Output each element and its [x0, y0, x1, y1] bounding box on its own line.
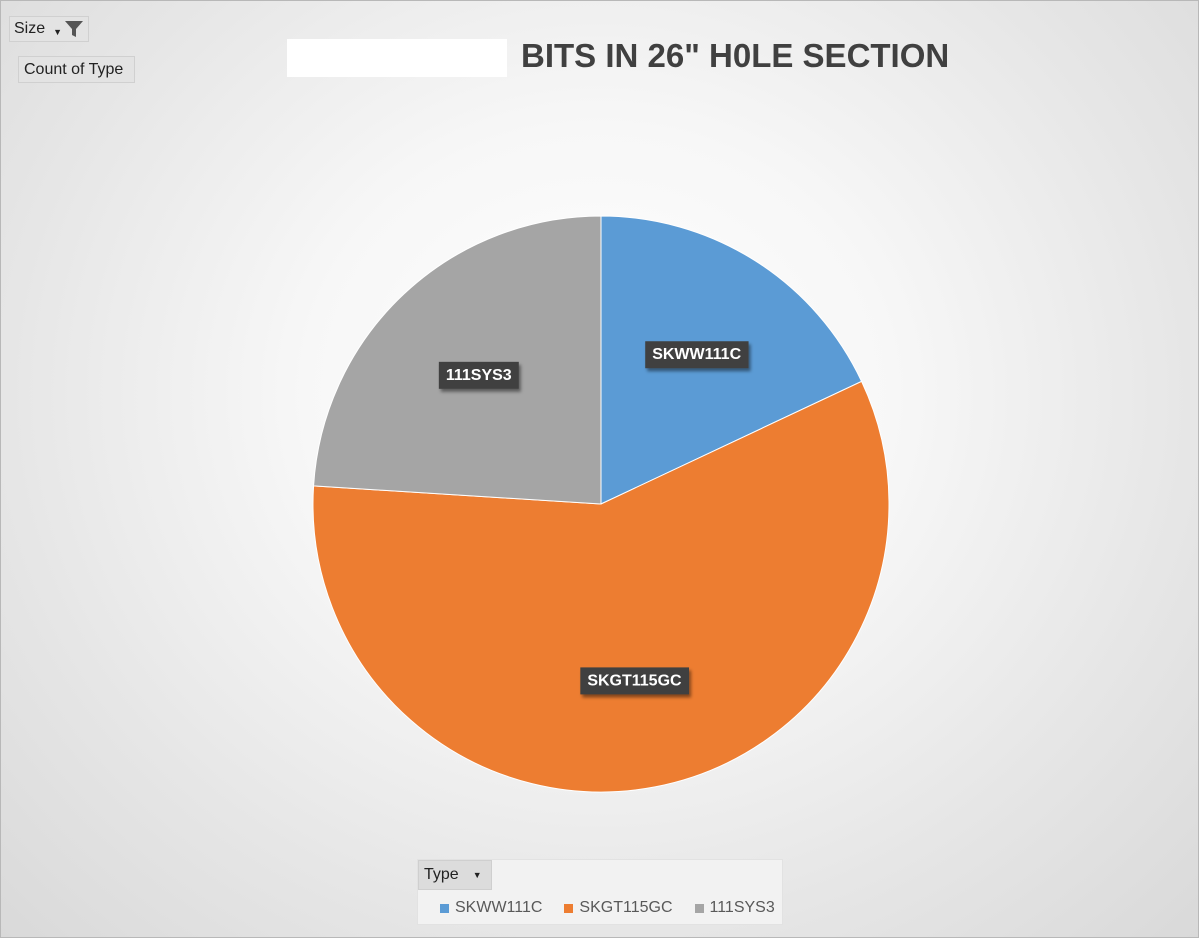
legend-item-skgt115gc: SKGT115GC: [564, 899, 673, 917]
pie-slice-skgt115gc: [312, 380, 890, 793]
chart-title: BITS IN 26" H0LE SECTION: [521, 37, 950, 74]
size-filter-label: Size: [14, 20, 46, 37]
legend-swatch: [440, 903, 449, 913]
legend-item-skww111c: SKWW111C: [440, 899, 542, 917]
svg-text:SKWW111C: SKWW111C: [652, 346, 741, 363]
pie-slice-111sys3: [313, 215, 602, 505]
data-label-111sys3: 111SYS3: [438, 361, 519, 389]
title-redaction-box: [287, 39, 507, 77]
filter-icon: [64, 20, 84, 38]
size-filter-button[interactable]: Size ▼: [9, 16, 89, 42]
dropdown-arrow-icon: ▼: [472, 870, 482, 880]
legend-items: SKWW111C SKGT115GC 111SYS3: [440, 899, 775, 917]
data-label-skgt115gc: SKGT115GC: [580, 667, 690, 695]
type-filter-label: Type: [424, 866, 459, 883]
legend-label: SKGT115GC: [579, 899, 673, 916]
data-label-skww111c: SKWW111C: [645, 341, 749, 369]
type-filter-button[interactable]: Type ▼: [418, 860, 492, 890]
legend-item-111sys3: 111SYS3: [694, 899, 775, 917]
legend-label: 111SYS3: [709, 899, 775, 916]
count-of-type-label: Count of Type: [24, 60, 124, 78]
dropdown-arrow-icon: ▼: [53, 27, 63, 37]
legend-swatch: [564, 903, 574, 913]
legend: Type ▼ SKWW111C SKGT115GC 111SYS3: [417, 859, 783, 925]
legend-label: SKWW111C: [455, 899, 543, 916]
legend-swatch: [694, 903, 704, 913]
svg-text:111SYS3: 111SYS3: [446, 367, 512, 384]
svg-text:SKGT115GC: SKGT115GC: [587, 672, 682, 689]
count-of-type-field-button[interactable]: Count of Type: [18, 56, 135, 83]
